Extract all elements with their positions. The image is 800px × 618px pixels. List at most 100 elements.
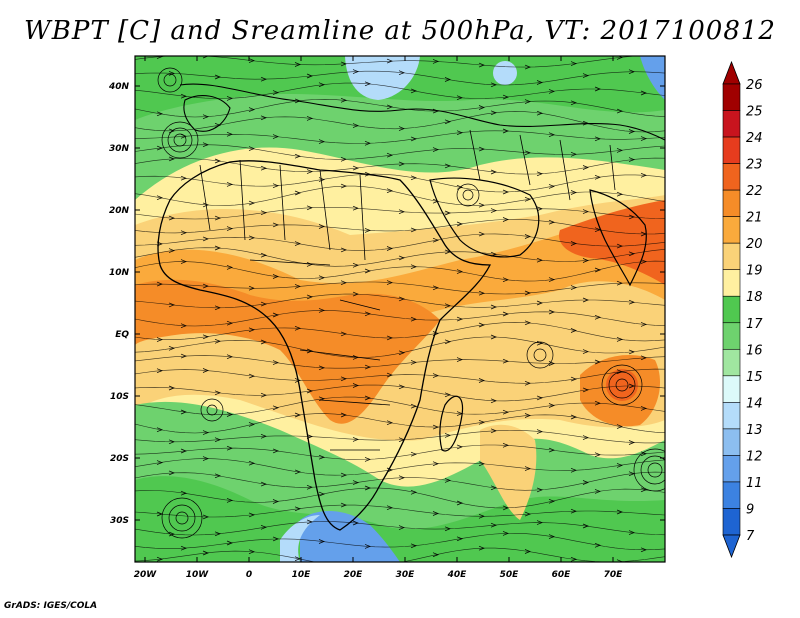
streamline-arrow (410, 136, 417, 142)
streamline-arrow (248, 512, 255, 518)
eddy-northwest (157, 67, 183, 93)
eddy-north-atlantic (161, 121, 199, 159)
streamline-arrow (478, 105, 485, 110)
equatorial-dark-orange (135, 279, 440, 424)
streamline (135, 532, 665, 551)
streamline (135, 487, 665, 509)
streamline-arrow (548, 534, 555, 539)
streamline-arrow (226, 182, 233, 187)
lon-label-20e: 20E (344, 570, 364, 580)
streamline-arrow (364, 140, 371, 146)
streamline-arrow (156, 556, 163, 562)
streamline-arrow (180, 175, 187, 181)
streamline-arrow (628, 299, 635, 305)
streamline-arrow (180, 323, 187, 329)
streamline-arrow (502, 409, 509, 415)
north-blue-patch (345, 56, 420, 100)
streamline-arrow (294, 506, 301, 512)
streamline-arrow (386, 188, 393, 194)
streamline (135, 384, 665, 402)
streamline (135, 219, 665, 235)
streamline-arrow (156, 427, 163, 433)
streamline-arrow (168, 71, 175, 76)
streamline-arrow (456, 95, 463, 101)
colorbar-top-arrow (722, 60, 741, 85)
streamline-arrow (294, 153, 301, 159)
streamline-arrow (364, 364, 371, 370)
streamline-arrow (352, 205, 359, 211)
streamline (135, 547, 665, 562)
streamline-arrow (318, 454, 325, 460)
streamline-arrow (478, 231, 485, 237)
streamline-arrow (640, 90, 647, 96)
streamline-arrow (341, 564, 346, 568)
streamline-arrow (490, 485, 497, 491)
streamline-arrow (478, 545, 485, 551)
streamline-arrow (318, 308, 325, 313)
streamline-arrow (432, 237, 439, 243)
east-orange-patch (559, 200, 665, 285)
streamline-arrow (294, 556, 301, 562)
streamline-arrow (214, 390, 221, 396)
arabia-outline (429, 177, 540, 258)
streamline-arrow (594, 136, 601, 142)
internal-borders (199, 129, 616, 451)
north-blue-eddy (493, 61, 517, 85)
streamline-arrow (168, 531, 175, 537)
streamline-arrow (398, 161, 405, 167)
streamline-arrow (456, 411, 463, 416)
streamline-arrow (306, 484, 313, 490)
streamline-arrow (340, 247, 347, 253)
streamline (135, 368, 665, 384)
streamline-arrow (594, 452, 601, 458)
streamline (135, 293, 665, 309)
streamline-arrow (444, 526, 451, 532)
streamline-arrow (594, 400, 601, 406)
streamline-arrow (214, 531, 221, 537)
streamline-arrow (432, 552, 439, 558)
streamline-arrow (548, 184, 555, 189)
colorbar-label: 7 (746, 529, 755, 544)
streamline-arrow (570, 467, 577, 473)
streamline-arrow (536, 520, 543, 525)
streamline-arrow (294, 469, 301, 475)
streamline-arrow (386, 104, 393, 110)
streamline (135, 355, 665, 369)
streamline-arrow (226, 354, 233, 360)
streamline-arrow (490, 110, 497, 116)
streamline-arrow (306, 434, 313, 439)
streamline-arrow (536, 395, 543, 401)
colorbar-segment (722, 242, 741, 271)
streamline-arrow (260, 433, 267, 439)
colorbar-label: 24 (746, 131, 763, 146)
streamline-arrow (616, 108, 623, 114)
streamline-arrow (226, 540, 233, 546)
streamline-arrow (502, 277, 509, 283)
streamline-arrow (582, 165, 589, 170)
streamline-arrow (582, 209, 589, 214)
streamline-arrow (294, 325, 301, 331)
streamline-arrow (260, 481, 267, 487)
iberia-outline (183, 95, 231, 132)
streamline-arrow (594, 86, 601, 92)
streamline-arrow (410, 543, 417, 549)
streamline-arrow (352, 291, 359, 297)
streamline-arrow (272, 90, 279, 95)
streamline (135, 247, 665, 267)
streamline (135, 130, 665, 144)
streamline-arrow (156, 241, 163, 247)
axis-ticks (135, 56, 665, 562)
colorbar-segment (722, 481, 741, 509)
longitude-labels: 20W 10W 0 10E 20E 30E 40E 50E 60E 70E (134, 570, 623, 580)
streamline (135, 413, 665, 434)
streamline-arrow (202, 456, 209, 461)
streamline-arrow (202, 56, 209, 59)
streamline-arrow (226, 265, 233, 270)
streamline-arrow (180, 353, 187, 359)
streamline-arrow (536, 171, 543, 177)
eddy-south-atlantic (161, 497, 203, 539)
streamline-arrow (248, 549, 255, 555)
lon-label-70e: 70E (604, 570, 624, 580)
streamline-arrow (524, 466, 531, 471)
streamline-arrow (410, 88, 417, 94)
